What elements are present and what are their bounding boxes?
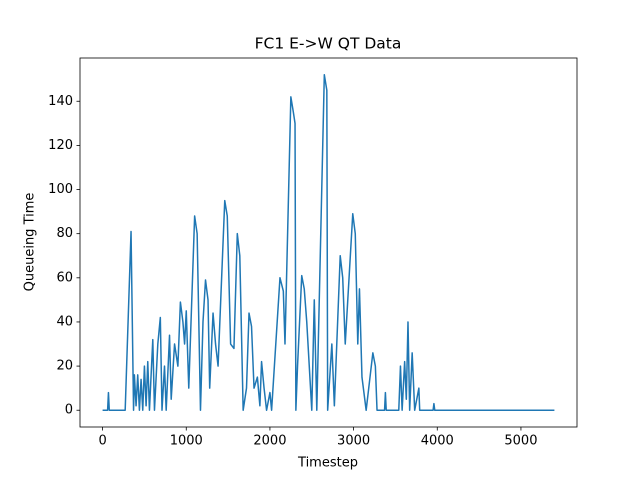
y-tick-label: 60 bbox=[56, 270, 73, 285]
y-tick-label: 80 bbox=[56, 226, 73, 241]
x-tick-label: 5000 bbox=[504, 434, 537, 449]
data-line bbox=[102, 74, 555, 411]
y-tick-label: 0 bbox=[65, 403, 73, 418]
y-tick-label: 100 bbox=[48, 182, 73, 197]
y-axis-label: Queueing Time bbox=[23, 193, 38, 292]
x-tick-label: 2000 bbox=[253, 434, 286, 449]
y-tick-label: 40 bbox=[56, 314, 73, 329]
y-tick-label: 120 bbox=[48, 138, 73, 153]
x-tick-label: 4000 bbox=[421, 434, 454, 449]
x-tick-label: 0 bbox=[98, 434, 106, 449]
y-tick-label: 20 bbox=[56, 359, 73, 374]
y-tick-label: 140 bbox=[48, 94, 73, 109]
axes-frame bbox=[79, 57, 578, 428]
x-axis-label: Timestep bbox=[297, 456, 358, 471]
chart-title: FC1 E->W QT Data bbox=[255, 35, 402, 53]
x-tick-label: 1000 bbox=[170, 434, 203, 449]
x-tick-label: 3000 bbox=[337, 434, 370, 449]
